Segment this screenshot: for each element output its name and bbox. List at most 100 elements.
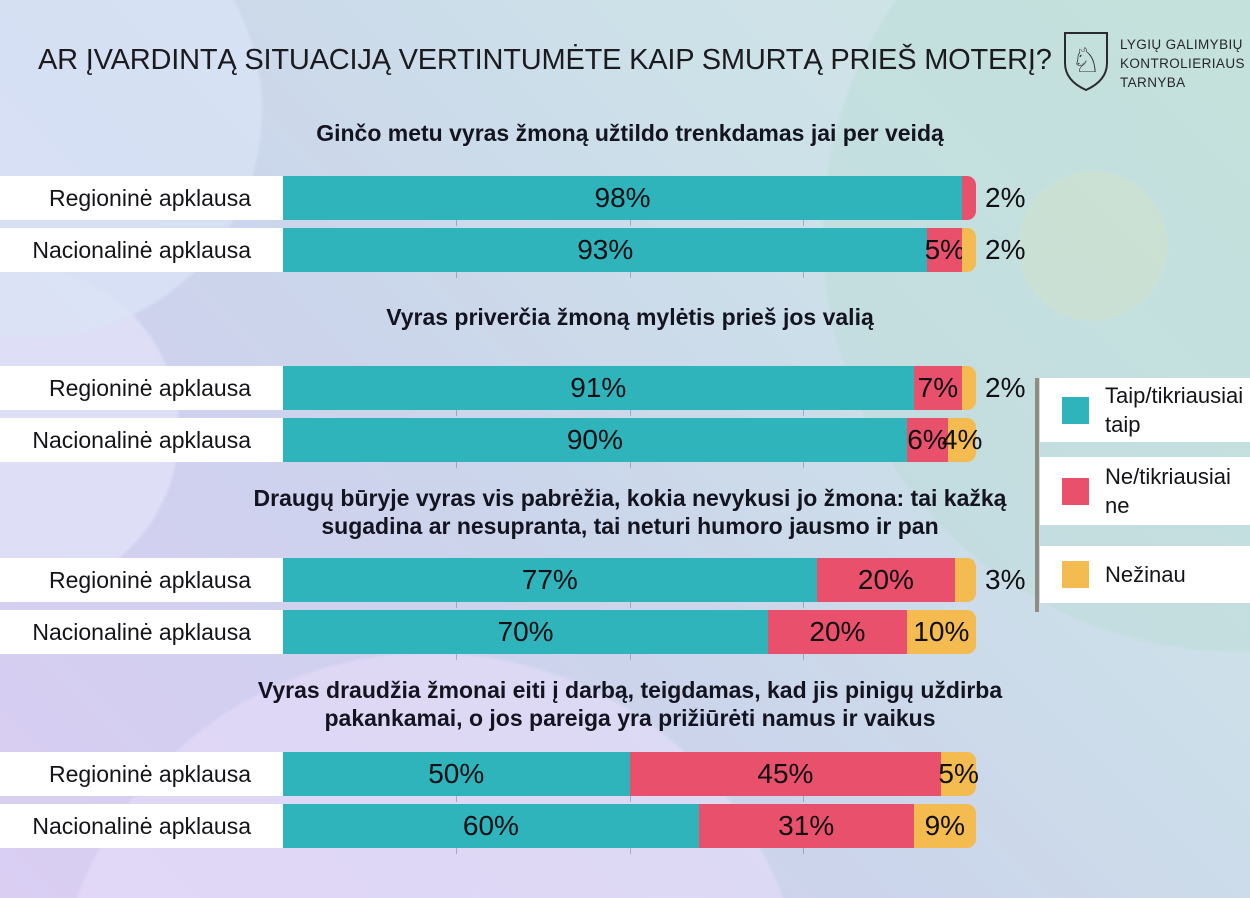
bar-segment-taip: 91% (283, 366, 914, 410)
vytis-coat-of-arms-icon: ♘ (1064, 32, 1108, 92)
question-title: Vyras draudžia žmonai eiti į darbą, teig… (257, 677, 1003, 731)
legend-item-label: Ne/tikriausiai ne (1105, 464, 1231, 518)
axis-tick (629, 410, 631, 416)
bar-value-label: 98% (594, 182, 651, 213)
bar-segment-taip: 50% (283, 752, 630, 796)
row-label: Nacionalinė apklausa (0, 228, 283, 272)
bar-value-label: 70% (497, 616, 554, 647)
question-title: Vyras priverčia žmoną mylėtis prieš jos … (386, 304, 874, 330)
row-label: Regioninė apklausa (0, 752, 283, 796)
organization-logo: ♘ LYGIŲ GALIMYBIŲ KONTROLIERIAUS TARNYBA (1062, 31, 1245, 93)
bar-segment-taip: 90% (283, 418, 907, 462)
organization-name-line: LYGIŲ GALIMYBIŲ (1120, 37, 1243, 52)
axis-tick (629, 796, 631, 802)
legend-swatch-nezinau (1062, 561, 1089, 588)
stacked-bar: 60% 31% 9% (283, 804, 976, 854)
row-label: Nacionalinė apklausa (0, 418, 283, 462)
axis-tick (802, 462, 804, 468)
bar-segment-nezinau: 10% (906, 610, 976, 654)
axis-tick (802, 602, 804, 608)
row-label: Regioninė apklausa (0, 176, 283, 220)
bar-value-label: 93% (577, 234, 634, 265)
axis-tick (456, 272, 458, 278)
legend-rule (1035, 378, 1039, 612)
bar-segment-ne: 7% (913, 366, 963, 410)
bar-segment-nezinau (955, 558, 976, 602)
axis-tick (802, 220, 804, 226)
question-title: Ginčo metu vyras žmoną užtildo trenkdama… (316, 120, 944, 146)
organization-name-line: TARNYBA (1120, 75, 1186, 90)
axis-tick (456, 654, 458, 660)
bar-value-label: 20% (857, 564, 914, 595)
axis-tick (456, 848, 458, 854)
legend-swatch-taip (1062, 396, 1089, 424)
bar-value-label: 3% (985, 564, 1026, 595)
legend-item-label: Nežinau (1105, 562, 1186, 587)
bar-segment-ne: 6% (906, 418, 949, 462)
bar-value-label: 45% (757, 758, 814, 789)
bar-segment-nezinau: 4% (942, 418, 982, 462)
axis-tick (802, 272, 804, 278)
bar-value-label: 4% (941, 424, 983, 455)
axis-tick (629, 462, 631, 468)
axis-tick (629, 848, 631, 854)
bar-segment-nezinau (962, 366, 976, 410)
axis-tick (629, 654, 631, 660)
axis-tick (456, 602, 458, 608)
organization-name: LYGIŲ GALIMYBIŲ KONTROLIERIAUS TARNYBA (1120, 31, 1245, 92)
question-title: Draugų būryje vyras vis pabrėžia, kokia … (253, 485, 1007, 539)
stacked-bar: 98% 2% (283, 176, 1025, 226)
bar-value-label: 91% (570, 372, 627, 403)
legend-swatch-ne (1062, 477, 1089, 505)
bar-value-label: 7% (917, 372, 959, 403)
stacked-bar: 50% 45% 5% (283, 752, 979, 802)
bar-value-label: 2% (985, 372, 1026, 403)
row-label: Nacionalinė apklausa (0, 610, 283, 654)
axis-tick (802, 796, 804, 802)
organization-name-line: KONTROLIERIAUS (1120, 56, 1245, 71)
bar-value-label: 5% (938, 758, 979, 789)
legend-item-taip: Taip/tikriausiai taip (1040, 378, 1250, 442)
bar-value-label: 31% (778, 810, 835, 841)
legend-item-label: Taip/tikriausiai taip (1105, 383, 1244, 437)
bar-segment-ne (962, 176, 976, 220)
axis-tick (629, 220, 631, 226)
bar-segment-ne: 20% (816, 558, 956, 602)
bar-value-label: 60% (462, 810, 519, 841)
bar-segment-ne: 5% (924, 228, 966, 272)
axis-tick (802, 848, 804, 854)
bar-segment-ne: 45% (629, 752, 942, 796)
bar-segment-taip: 93% (283, 228, 928, 272)
bar-segment-nezinau (962, 228, 976, 272)
stacked-bar: 70% 20% 10% (283, 610, 976, 660)
row-label: Nacionalinė apklausa (0, 804, 283, 848)
axis-tick (802, 654, 804, 660)
bar-value-label: 6% (907, 424, 948, 455)
row-label: Regioninė apklausa (0, 366, 283, 410)
bar-value-label: 2% (985, 234, 1026, 265)
axis-tick (456, 462, 458, 468)
legend-item-ne: Ne/tikriausiai ne (1040, 457, 1250, 525)
bar-value-label: 9% (924, 810, 966, 841)
bar-segment-ne: 31% (698, 804, 914, 848)
legend-item-nezinau: Nežinau (1040, 546, 1250, 603)
axis-tick (456, 796, 458, 802)
stacked-bar: 93% 5% 2% (283, 228, 1025, 278)
bar-value-label: 50% (428, 758, 485, 789)
page-title: AR ĮVARDINTĄ SITUACIJĄ VERTINTUMĖTE KAIP… (38, 44, 1052, 76)
bar-segment-taip: 60% (283, 804, 699, 848)
bar-segment-ne: 20% (768, 610, 907, 654)
stacked-bar: 91% 7% 2% (283, 366, 1025, 416)
bar-value-label: 77% (521, 564, 578, 595)
bar-value-label: 5% (924, 234, 966, 265)
bar-segment-taip: 77% (283, 558, 817, 602)
bar-value-label: 2% (985, 182, 1026, 213)
bar-segment-taip: 98% (283, 176, 963, 220)
bar-segment-nezinau: 5% (938, 752, 979, 796)
axis-tick (456, 410, 458, 416)
axis-tick (629, 602, 631, 608)
axis-tick (456, 220, 458, 226)
bar-segment-nezinau: 9% (913, 804, 976, 848)
bar-segment-taip: 70% (283, 610, 769, 654)
